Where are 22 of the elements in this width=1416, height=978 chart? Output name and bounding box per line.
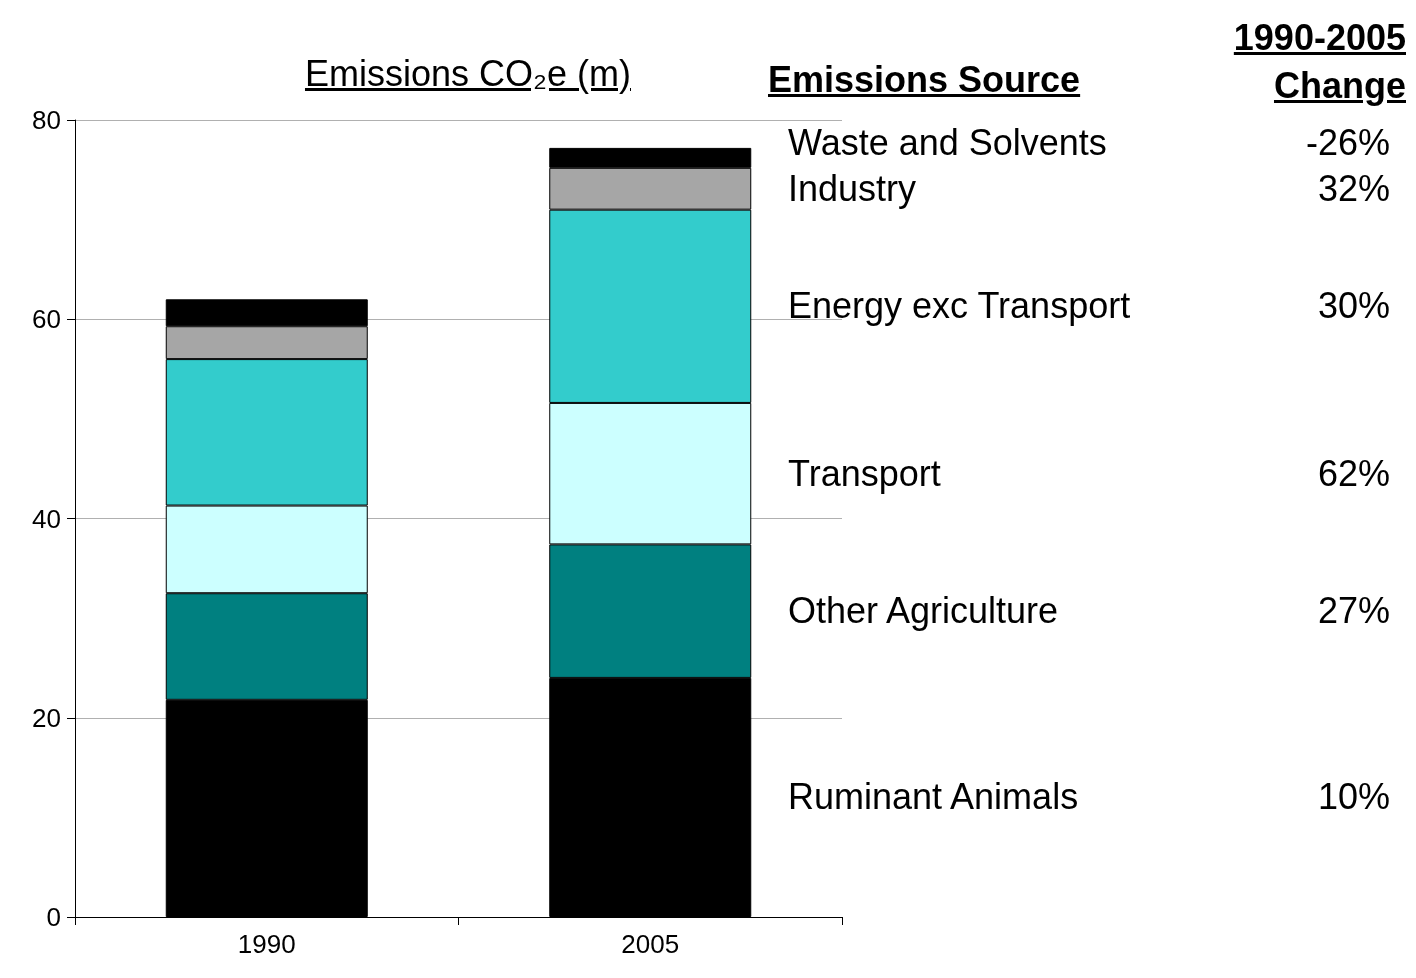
text: 30% — [1316, 285, 1390, 327]
y-tick-label: 60 — [32, 304, 61, 335]
text: 27% — [1316, 590, 1390, 632]
y-tick-label: 40 — [32, 503, 61, 534]
series-label: Energy exc Transport — [788, 285, 1131, 327]
y-tick-label: 20 — [32, 702, 61, 733]
chart-title: Emissions CO₂e (m) — [304, 53, 632, 94]
legend-title: Emissions Source — [768, 59, 1081, 100]
x-tick-label: 1990 — [237, 929, 296, 959]
text: 1990-2005 Change — [1232, 16, 1406, 108]
text: 10% — [1316, 776, 1390, 818]
text: 62% — [1316, 452, 1390, 494]
y-tick-label: 80 — [32, 105, 61, 135]
text: 32% — [1316, 167, 1390, 209]
y-tick-label: 0 — [46, 902, 61, 932]
text: -26% — [1304, 121, 1390, 163]
series-label: Industry — [788, 167, 917, 209]
series-label: Other Agriculture — [788, 590, 1059, 632]
series-label: Ruminant Animals — [788, 776, 1079, 818]
series-label: Transport — [788, 452, 941, 494]
x-tick-label: 2005 — [621, 929, 680, 959]
series-label: Waste and Solvents — [788, 121, 1107, 163]
